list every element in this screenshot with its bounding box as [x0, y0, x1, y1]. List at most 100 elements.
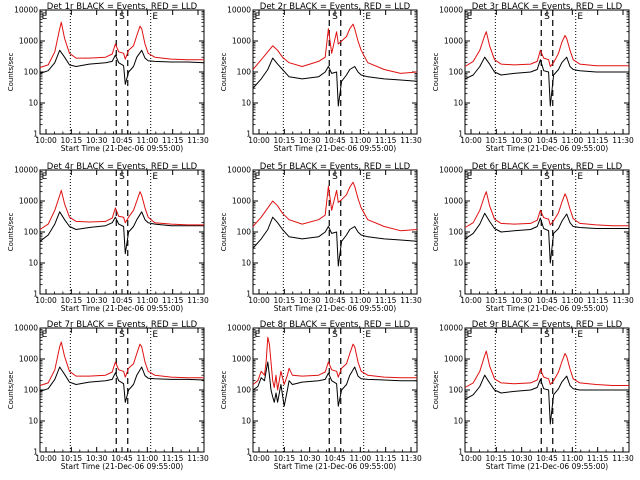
y-tick-label: 1000: [232, 37, 251, 46]
event-marker-label: E: [42, 330, 48, 340]
y-tick-label: 10: [241, 99, 251, 108]
x-tick-label: 11:30: [400, 296, 422, 305]
x-tick-label: 11:00: [137, 136, 159, 145]
x-axis-title: Start Time (21-Dec-06 09:55:00): [486, 304, 608, 313]
y-tick-label: 100: [237, 228, 252, 237]
x-tick-label: 10:15: [486, 136, 508, 145]
y-tick-label: 10000: [14, 166, 38, 175]
event-marker-label: E: [152, 330, 158, 340]
x-tick-label: 11:15: [587, 296, 609, 305]
x-tick-label: 10:00: [248, 136, 270, 145]
x-tick-label: 11:30: [187, 136, 209, 145]
y-tick-label: 100: [24, 228, 39, 237]
x-tick-label: 10:00: [460, 136, 482, 145]
x-tick-label: 10:45: [536, 296, 558, 305]
y-tick-label: 1: [246, 130, 251, 139]
event-marker-label: E: [467, 330, 473, 340]
x-tick-label: 10:30: [86, 454, 108, 463]
panel-title: Det 6r BLACK = Events, RED = LLD: [472, 162, 623, 172]
x-tick-label: 10:00: [460, 296, 482, 305]
y-tick-label: 1000: [444, 37, 463, 46]
series-line-lld: [464, 191, 629, 228]
y-axis-title: Counts/sec: [7, 371, 15, 410]
y-tick-label: 1000: [444, 197, 463, 206]
panel-title: Det 7r BLACK = Events, RED = LLD: [47, 320, 198, 330]
y-tick-label: 1: [33, 290, 38, 299]
x-tick-label: 10:45: [324, 136, 346, 145]
y-tick-label: 100: [24, 68, 39, 77]
series-line-lld: [464, 31, 629, 67]
event-marker-label: E: [255, 12, 261, 22]
x-axis-title: Start Time (21-Dec-06 09:55:00): [274, 144, 396, 153]
series-line-events: [39, 49, 205, 85]
x-tick-label: 10:00: [35, 454, 57, 463]
x-tick-label: 10:15: [274, 136, 296, 145]
x-tick-label: 10:45: [324, 296, 346, 305]
event-marker-label: E: [577, 172, 583, 182]
series-line-events: [252, 361, 417, 407]
event-marker-label: E: [255, 330, 261, 340]
y-axis-title: Counts/sec: [220, 213, 228, 252]
y-tick-label: 1: [458, 448, 463, 457]
y-axis-title: Counts/sec: [432, 213, 440, 252]
x-axis-title: Start Time (21-Dec-06 09:55:00): [274, 304, 396, 313]
y-tick-label: 1000: [19, 355, 38, 364]
x-tick-label: 11:15: [162, 136, 184, 145]
series-line-lld: [252, 336, 417, 391]
plot-frame: [464, 169, 630, 295]
x-tick-label: 11:30: [612, 296, 634, 305]
x-axis-title: Start Time (21-Dec-06 09:55:00): [61, 462, 183, 471]
plot-frame: [39, 9, 205, 135]
x-axis-title: Start Time (21-Dec-06 09:55:00): [486, 462, 608, 471]
x-tick-label: 11:00: [350, 454, 372, 463]
event-marker-label: E: [42, 12, 48, 22]
y-tick-label: 100: [449, 68, 464, 77]
series-line-lld: [39, 341, 204, 386]
series-line-lld: [39, 189, 204, 230]
panel-title: Det 8r BLACK = Events, RED = LLD: [260, 320, 411, 330]
event-marker-label: E: [255, 172, 261, 182]
series-line-events: [39, 211, 204, 255]
series-line-lld: [252, 23, 418, 74]
event-marker-label: S: [332, 330, 338, 340]
x-tick-label: 10:45: [536, 136, 558, 145]
x-tick-label: 11:00: [562, 136, 584, 145]
x-tick-label: 10:45: [111, 454, 133, 463]
event-marker-label: S: [544, 330, 550, 340]
y-tick-label: 1: [33, 130, 38, 139]
event-marker-label: E: [152, 172, 158, 182]
series-line-events: [252, 57, 418, 107]
x-tick-label: 10:30: [511, 454, 533, 463]
detector-panel-2: Det 2r BLACK = Events, RED = LLD 1 10 100 10…: [220, 2, 422, 153]
x-tick-label: 11:00: [562, 454, 584, 463]
series-line-lld: [252, 181, 418, 232]
x-tick-label: 10:15: [274, 454, 296, 463]
detector-panel-9: Det 9r BLACK = Events, RED = LLD 1 10 100 10…: [432, 320, 634, 471]
y-tick-label: 10000: [227, 324, 251, 333]
x-tick-label: 10:00: [248, 454, 270, 463]
y-axis-title: Counts/sec: [220, 371, 228, 410]
x-tick-label: 11:15: [375, 454, 397, 463]
panel-title: Det 4r BLACK = Events, RED = LLD: [47, 162, 198, 172]
x-tick-label: 11:15: [375, 136, 397, 145]
y-axis-title: Counts/sec: [432, 53, 440, 92]
x-tick-label: 11:15: [162, 296, 184, 305]
panel-title: Det 1r BLACK = Events, RED = LLD: [47, 2, 198, 12]
event-marker-label: S: [119, 172, 125, 182]
series-line-lld: [464, 350, 629, 388]
x-tick-label: 10:15: [274, 296, 296, 305]
x-tick-label: 11:00: [137, 454, 159, 463]
detector-panel-1: Det 1r BLACK = Events, RED = LLD 1 10 100 10…: [7, 2, 209, 153]
x-tick-label: 11:00: [137, 296, 159, 305]
y-tick-label: 1000: [19, 37, 38, 46]
event-marker-label: E: [365, 12, 371, 22]
x-tick-label: 11:15: [587, 454, 609, 463]
series-line-events: [252, 216, 418, 267]
event-marker-label: S: [544, 12, 550, 22]
detector-panel-8: Det 8r BLACK = Events, RED = LLD 1 10 100 10…: [220, 320, 422, 471]
y-tick-label: 10000: [439, 324, 463, 333]
detector-panel-5: Det 5r BLACK = Events, RED = LLD 1 10 100 10…: [220, 162, 422, 313]
event-marker-label: E: [365, 172, 371, 182]
y-tick-label: 10: [453, 417, 463, 426]
y-tick-label: 10: [453, 99, 463, 108]
